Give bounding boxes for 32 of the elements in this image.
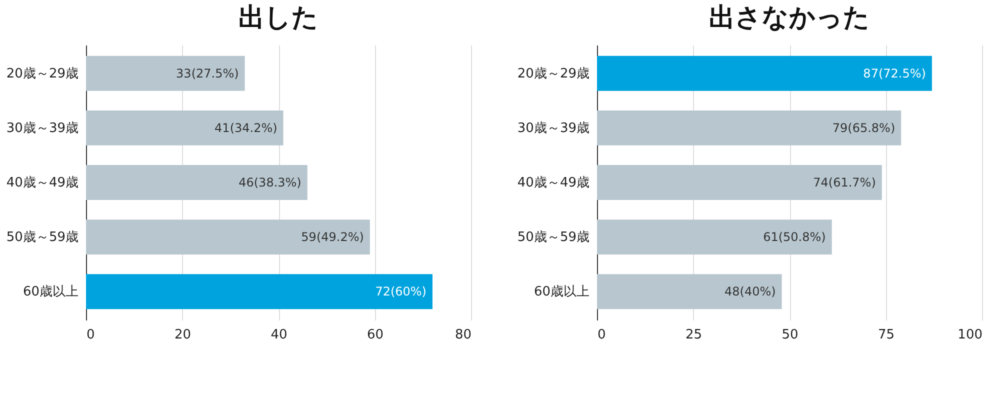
y-tick-label: 30歳～39歳 (517, 120, 590, 136)
x-tick-label: 0 (86, 328, 95, 342)
data-label: 87(72.5%) (863, 66, 926, 80)
x-tick-label: 40 (270, 328, 288, 342)
chart-title: 出さなかった (709, 3, 870, 33)
data-label: 74(61.7%) (813, 176, 876, 190)
y-tick-label: 60歳以上 (22, 284, 78, 300)
data-label: 41(34.2%) (214, 120, 278, 135)
y-tick-label: 30歳～39歳 (6, 120, 78, 136)
data-label: 46(38.3%) (238, 176, 302, 190)
x-tick-label: 50 (782, 328, 798, 342)
x-tick-label: 75 (878, 328, 895, 342)
y-tick-label: 40歳～49歳 (517, 176, 590, 190)
data-label: 79(65.8%) (832, 120, 896, 135)
x-tick-label: 25 (685, 328, 702, 342)
data-label: 72(60%) (375, 284, 426, 299)
data-label: 48(40%) (724, 284, 776, 299)
y-tick-label: 50歳～59歳 (6, 230, 78, 246)
y-tick-label: 20歳～29歳 (6, 66, 78, 82)
y-tick-label: 20歳～29歳 (517, 66, 590, 82)
data-label: 59(49.2%) (301, 230, 364, 244)
x-tick-label: 100 (958, 328, 982, 342)
x-tick-label: 60 (366, 328, 384, 342)
data-label: 33(27.5%) (176, 66, 239, 80)
chart-title: 出した (238, 3, 318, 33)
y-tick-label: 60歳以上 (534, 284, 590, 300)
y-tick-label: 50歳～59歳 (517, 230, 590, 246)
x-tick-label: 0 (598, 328, 606, 342)
y-tick-label: 40歳～49歳 (6, 176, 78, 190)
x-tick-label: 20 (174, 328, 192, 342)
data-label: 61(50.8%) (763, 230, 826, 244)
x-tick-label: 80 (454, 328, 472, 342)
